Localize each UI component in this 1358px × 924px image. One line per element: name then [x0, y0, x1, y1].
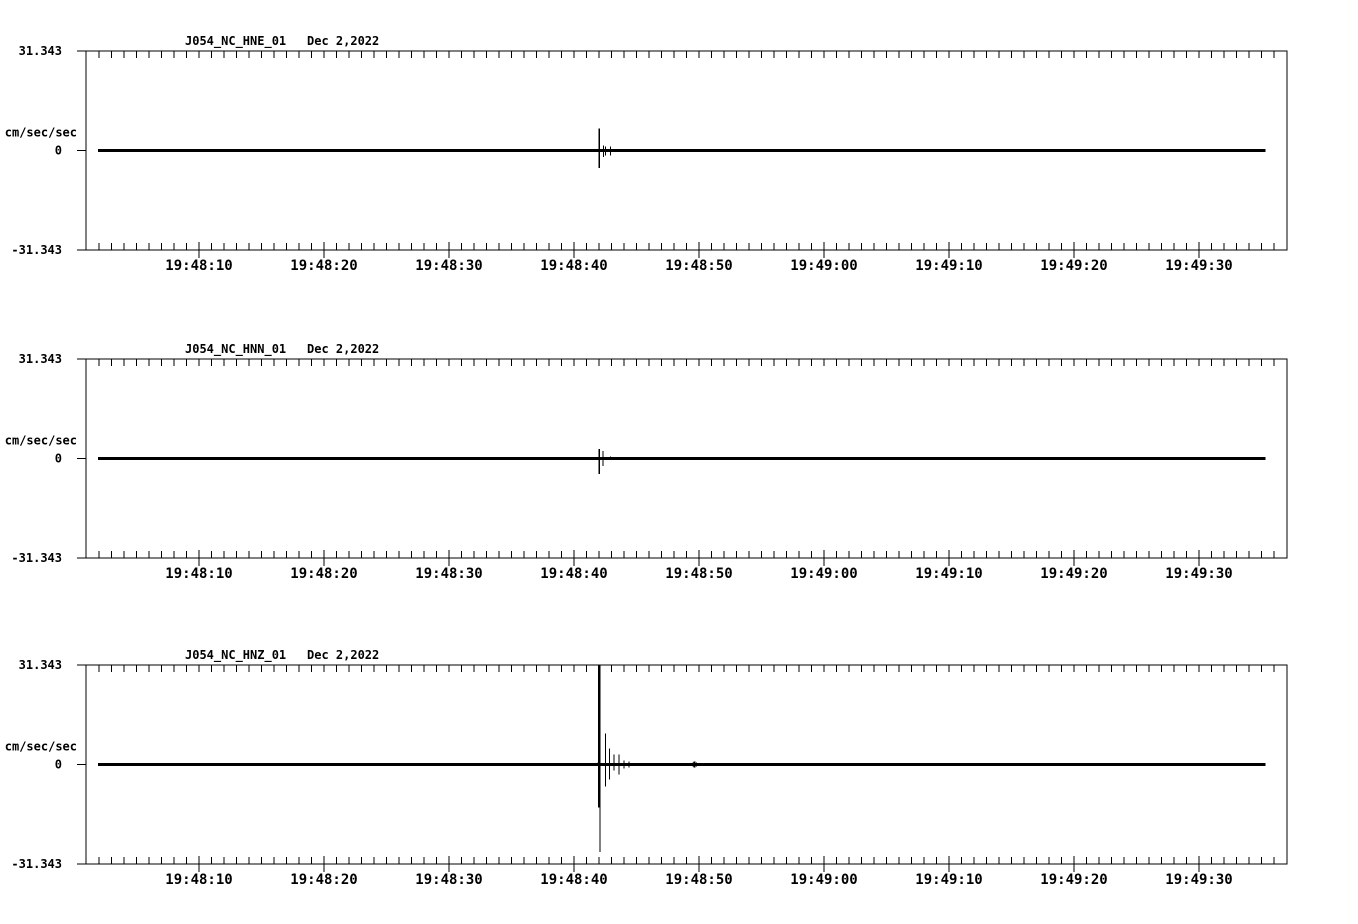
amplitude-units-label: cm/sec/sec: [5, 740, 77, 754]
y-tick-label: 31.343: [19, 352, 62, 366]
y-tick-label: 31.343: [19, 658, 62, 672]
time-tick-label: 19:49:20: [1040, 258, 1107, 274]
panel-hne: 31.343 0 -31.343 cm/sec/sec J054_NC_HNE_01 De…: [5, 34, 1288, 274]
panel-title: J054_NC_HNZ_01: [185, 648, 286, 663]
y-tick-label: 31.343: [19, 44, 62, 58]
trace-group: [97, 665, 1266, 853]
time-tick-label: 19:49:30: [1165, 258, 1232, 274]
time-tick-label: 19:48:10: [165, 258, 232, 274]
time-tick-label: 19:49:20: [1040, 872, 1107, 888]
y-tick-label: -31.343: [11, 551, 62, 565]
panel-date-label: Dec 2,2022: [307, 648, 379, 662]
panel-hnn: 31.343 0 -31.343 cm/sec/sec J054_NC_HNN_01 De…: [5, 342, 1288, 582]
time-tick-label: 19:48:20: [290, 872, 357, 888]
axes-group: [77, 358, 1288, 566]
trace-group: [97, 128, 1266, 168]
panel-title: J054_NC_HNE_01: [185, 34, 286, 49]
time-tick-label: 19:48:10: [165, 872, 232, 888]
time-tick-label: 19:49:30: [1165, 566, 1232, 582]
time-tick-label: 19:49:00: [790, 258, 857, 274]
time-tick-label: 19:49:10: [915, 566, 982, 582]
amplitude-units-label: cm/sec/sec: [5, 126, 77, 140]
time-tick-label: 19:48:40: [540, 566, 607, 582]
time-tick-label: 19:49:00: [790, 872, 857, 888]
time-tick-label: 19:48:40: [540, 872, 607, 888]
panel-hnz: 31.343 0 -31.343 cm/sec/sec J054_NC_HNZ_01 De…: [5, 648, 1288, 888]
time-tick-label: 19:48:30: [415, 566, 482, 582]
y-tick-label: 0: [55, 758, 62, 772]
time-tick-label: 19:49:10: [915, 872, 982, 888]
time-tick-label: 19:48:40: [540, 258, 607, 274]
time-tick-label: 19:49:10: [915, 258, 982, 274]
time-tick-label: 19:48:50: [665, 872, 732, 888]
amplitude-units-label: cm/sec/sec: [5, 434, 77, 448]
time-tick-label: 19:48:50: [665, 258, 732, 274]
axes-group: [77, 664, 1288, 872]
time-tick-label: 19:48:30: [415, 258, 482, 274]
time-tick-label: 19:48:30: [415, 872, 482, 888]
axes-group: [77, 50, 1288, 258]
time-tick-label: 19:48:20: [290, 566, 357, 582]
y-tick-label: -31.343: [11, 857, 62, 871]
y-tick-label: 0: [55, 144, 62, 158]
panel-date-label: Dec 2,2022: [307, 342, 379, 356]
panel-title: J054_NC_HNN_01: [185, 342, 286, 357]
trace-group: [97, 448, 1266, 475]
y-tick-label: -31.343: [11, 243, 62, 257]
time-tick-label: 19:48:20: [290, 258, 357, 274]
time-tick-label: 19:49:00: [790, 566, 857, 582]
time-tick-label: 19:48:10: [165, 566, 232, 582]
time-tick-label: 19:49:20: [1040, 566, 1107, 582]
time-tick-label: 19:48:50: [665, 566, 732, 582]
y-tick-label: 0: [55, 452, 62, 466]
panel-date-label: Dec 2,2022: [307, 34, 379, 48]
time-tick-label: 19:49:30: [1165, 872, 1232, 888]
